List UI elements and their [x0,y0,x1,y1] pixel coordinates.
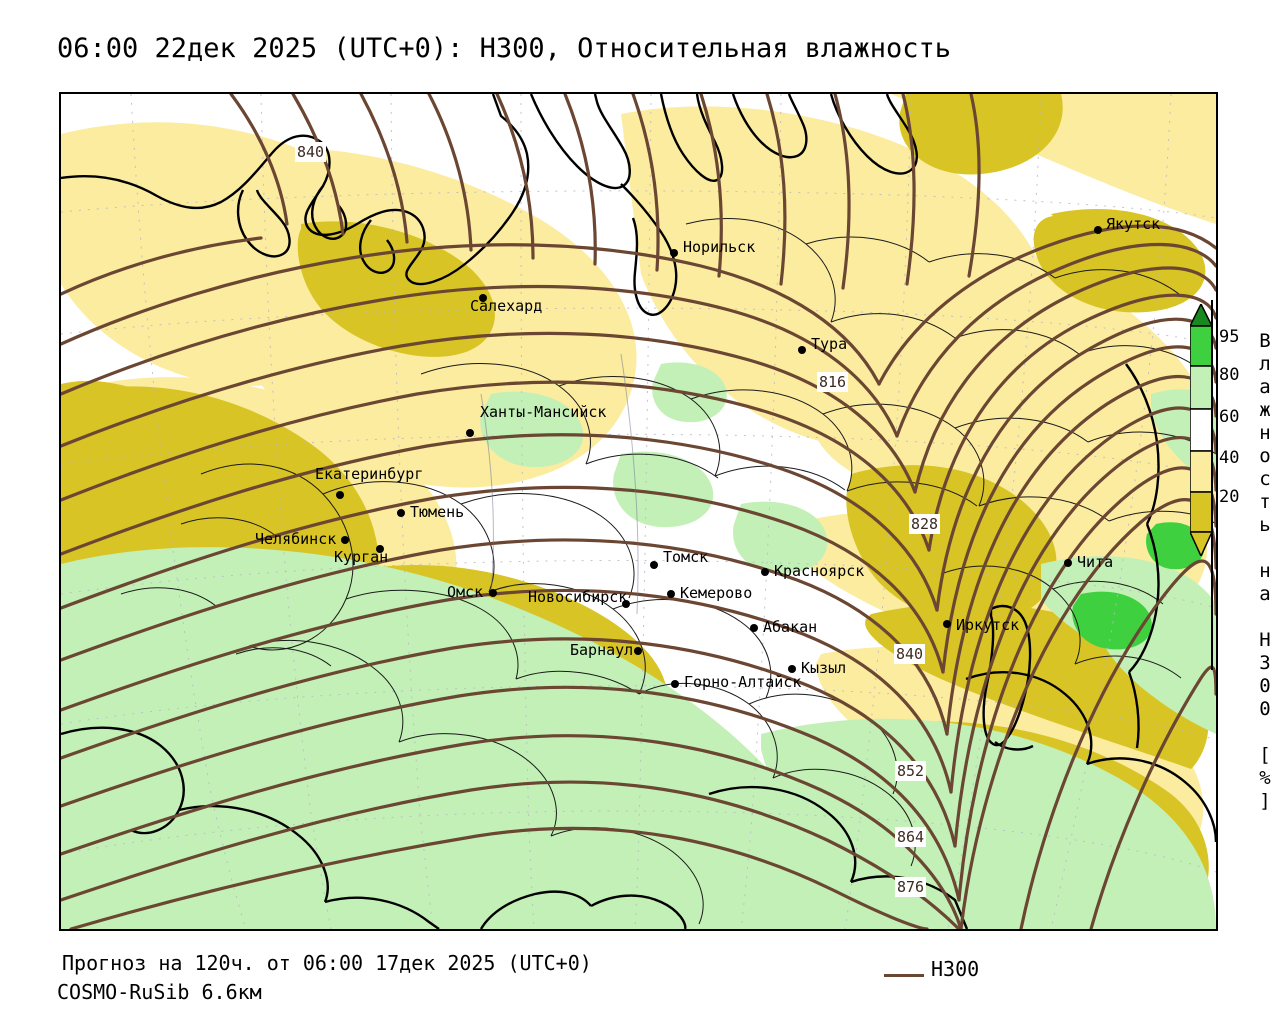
city-dot-icon [466,429,474,437]
city-label: Чита [1077,553,1114,571]
colorbar [1190,304,1212,556]
contour-label: 816 [817,372,849,392]
city-dot-icon [1064,559,1072,567]
colorbar-tick: 20 [1219,487,1240,507]
contour-label: 828 [909,514,941,534]
city-dot-icon [489,589,497,597]
contour-label: 840 [295,142,327,162]
h300-legend-label: H300 [931,957,980,981]
map-rivers [480,353,639,615]
city-dot-icon [341,536,349,544]
city-dot-icon [479,294,487,302]
city-dot-icon [650,561,658,569]
city-label: Красноярск [774,562,865,580]
city-label: Абакан [763,618,818,636]
city-label: Томск [663,548,709,566]
city-label: Курган [334,548,389,566]
city-dot-icon [943,620,951,628]
city-dot-icon [788,665,796,673]
weather-map[interactable]: 840 816 828 840 852 864 876 Якутск Нориль… [59,92,1218,931]
contour-label: 864 [895,827,927,847]
colorbar-axis [1211,300,1213,670]
city-label: Екатеринбург [315,465,424,483]
colorbar-tick: 60 [1219,407,1240,427]
city-label: Тура [811,335,848,353]
h300-legend-swatch [884,974,924,977]
city-label: Кызыл [801,659,847,677]
city-label: Тюмень [410,503,465,521]
city-label: Иркутск [956,616,1020,634]
colorbar-tick: 80 [1219,365,1240,385]
contour-label: 876 [895,877,927,897]
city-label: Ханты-Мансийск [480,403,607,421]
colorbar-tick: 95 [1219,327,1240,347]
city-dot-icon [750,624,758,632]
city-label: Челябинск [255,530,337,548]
city-dot-icon [671,680,679,688]
city-dot-icon [622,600,630,608]
city-dot-icon [761,568,769,576]
city-dot-icon [397,509,405,517]
city-label: Омск [447,583,484,601]
city-dot-icon [376,545,384,553]
contour-label: 840 [894,644,926,664]
city-dot-icon [1094,226,1102,234]
city-label: Кемерово [680,584,753,602]
map-canvas [61,94,1216,929]
model-info: COSMO-RuSib 6.6км [57,980,262,1004]
page-title: 06:00 22дек 2025 (UTC+0): H300, Относите… [57,33,952,64]
colorbar-swatches [1190,304,1212,556]
contour-label: 852 [895,761,927,781]
humidity-shading-green [1072,522,1205,650]
city-label: Салехард [470,297,543,315]
city-label: Новосибирск [528,588,628,606]
city-label: Горно-Алтайск [684,673,802,691]
map-coastline [61,94,1216,929]
city-dot-icon [670,249,678,257]
city-label: Якутск [1106,215,1161,233]
colorbar-title: Влажность на H300 [%] [1254,330,1276,813]
forecast-info: Прогноз на 120ч. от 06:00 17дек 2025 (UT… [62,951,592,975]
city-dot-icon [667,590,675,598]
colorbar-tick: 40 [1219,448,1240,468]
city-label: Норильск [683,238,756,256]
city-dot-icon [798,346,806,354]
city-dot-icon [634,647,642,655]
city-label: Барнаул [570,641,634,659]
city-dot-icon [336,491,344,499]
